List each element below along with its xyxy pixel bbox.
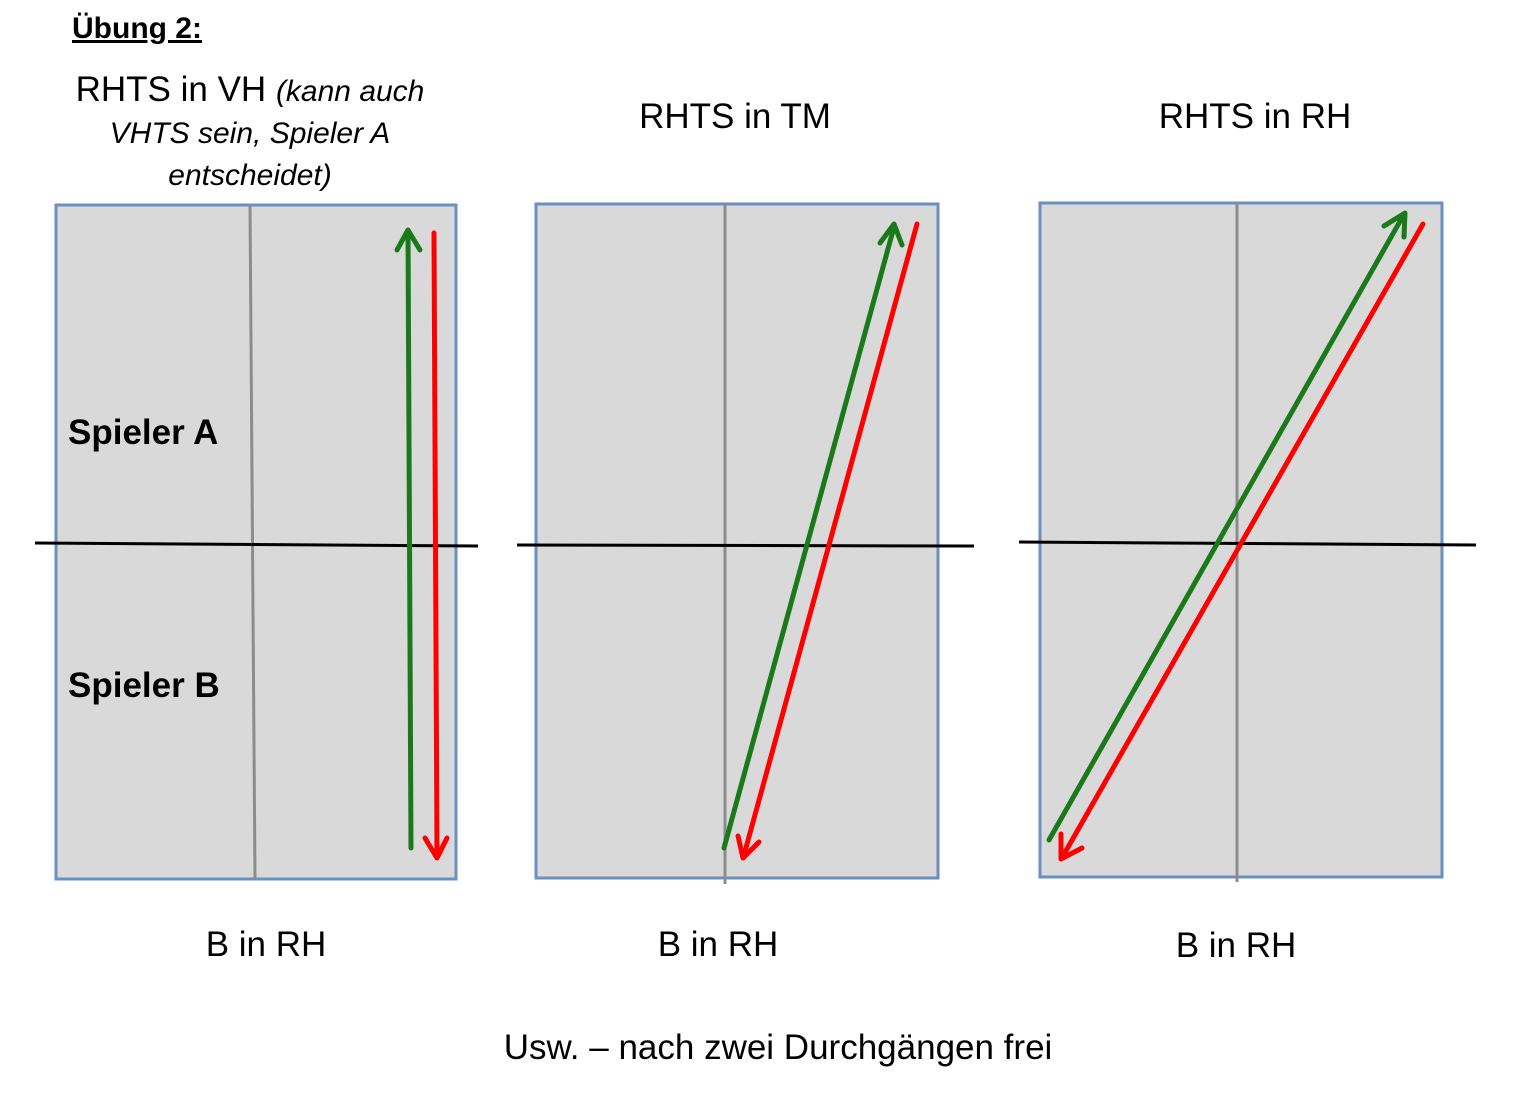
net-line [34, 541, 479, 548]
panel-1-title-main: RHTS in VH [75, 70, 276, 109]
net-line [516, 543, 975, 548]
red-arrow [1058, 221, 1426, 862]
panel-2-table [516, 202, 975, 884]
table-surface [534, 202, 940, 880]
player-b-label: Spieler B [68, 666, 220, 705]
table-surface [54, 203, 458, 881]
panel-1-table [34, 203, 479, 881]
green-arrow [1046, 210, 1408, 843]
player-a-label: Spieler A [68, 413, 219, 452]
panel-1-bottom-label: B in RH [205, 925, 327, 964]
footer-note: Usw. – nach zwei Durchgängen frei [503, 1028, 1053, 1067]
panel-2-bottom-label: B in RH [657, 925, 779, 964]
center-line [248, 204, 257, 880]
panel-3-table [1018, 201, 1477, 882]
red-arrow [422, 230, 450, 861]
panel-1-title: RHTS in VH (kann auch VHTS sein, Spieler… [40, 70, 460, 196]
red-arrow [735, 221, 920, 861]
green-arrow [394, 227, 423, 851]
net-line [1018, 540, 1477, 547]
exercise-heading: Übung 2: [72, 12, 202, 45]
panel-1-title-note: (kann auch VHTS sein, Spieler A entschei… [109, 75, 425, 192]
panel-3-bottom-label: B in RH [1175, 926, 1297, 965]
green-arrow [721, 221, 905, 851]
panel-2-title: RHTS in TM [639, 97, 831, 136]
panel-3-title: RHTS in RH [1158, 97, 1352, 136]
